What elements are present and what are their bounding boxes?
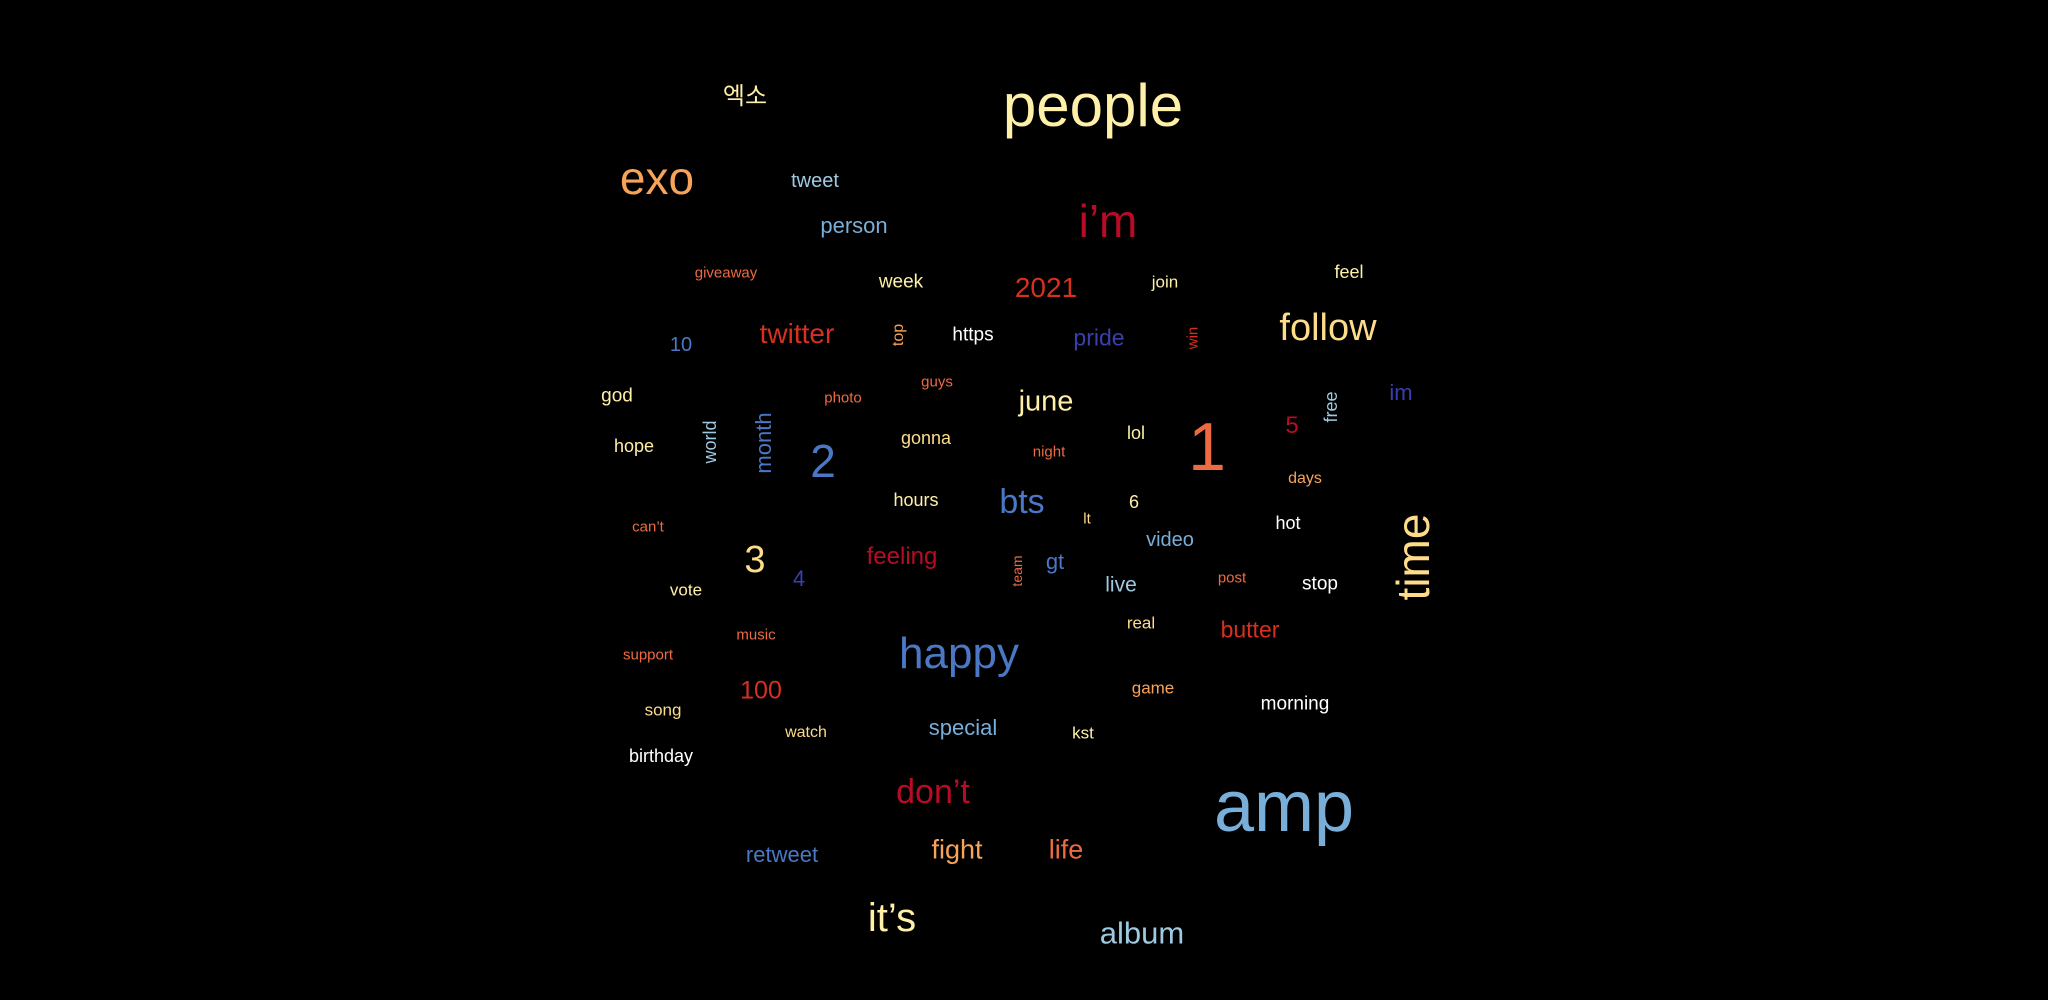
word-cloud-word: album (1099, 915, 1185, 951)
word-cloud-word: join (1151, 272, 1179, 292)
word-cloud-word: guys (921, 373, 953, 391)
word-cloud-word: top (890, 323, 907, 347)
word-cloud-word: it’s (867, 896, 917, 940)
word-cloud-word: video (1146, 529, 1194, 551)
word-cloud-word: exo (619, 152, 695, 204)
word-cloud-word: watch (785, 724, 827, 741)
word-cloud-word: real (1126, 613, 1156, 633)
word-cloud-word: feeling (866, 543, 938, 570)
word-cloud-word: giveaway (694, 264, 758, 282)
word-cloud-word: gonna (900, 428, 952, 448)
word-cloud-word: 2 (810, 435, 836, 487)
word-cloud-word: 3 (744, 539, 766, 581)
word-cloud-word: happy (899, 629, 1019, 678)
word-cloud-word: morning (1260, 693, 1330, 715)
word-cloud-word: 5 (1285, 412, 1299, 439)
word-cloud-word: 100 (740, 676, 782, 705)
word-cloud-word: time (1387, 513, 1439, 601)
word-cloud-word: 2021 (1014, 272, 1078, 303)
word-cloud-word: 6 (1128, 492, 1140, 512)
word-cloud-word: song (644, 700, 682, 720)
word-cloud-word: i’m (1078, 195, 1138, 247)
word-cloud-word: music (736, 626, 776, 644)
word-cloud-word: life (1048, 834, 1084, 865)
word-cloud-word: god (601, 385, 633, 407)
word-cloud-word: hours (893, 490, 939, 510)
word-cloud-word: photo (824, 389, 862, 407)
word-cloud-word: hope (613, 436, 655, 456)
word-cloud-word: can’t (632, 518, 664, 536)
word-cloud-word: vote (669, 580, 703, 600)
word-cloud-word: live (1105, 573, 1137, 597)
word-cloud-word: im (1389, 380, 1413, 405)
word-cloud-word: 엑소 (722, 83, 768, 110)
word-cloud-word: night (1032, 443, 1066, 461)
word-cloud-word: bts (999, 483, 1045, 521)
word-cloud-word: people (1002, 72, 1184, 139)
word-cloud-word: retweet (745, 842, 819, 867)
word-cloud-word: birthday (628, 746, 694, 766)
word-cloud-word: twitter (759, 318, 835, 349)
word-cloud-word: stop (1302, 573, 1338, 595)
word-cloud-word: tweet (791, 170, 839, 192)
word-cloud-word: special (928, 715, 998, 740)
word-cloud-word: https (952, 324, 994, 346)
word-cloud-word: days (1288, 470, 1322, 487)
word-cloud-word: win (1184, 326, 1202, 350)
word-cloud-word: game (1131, 678, 1175, 698)
word-cloud-word: june (1018, 385, 1074, 418)
word-cloud-word: kst (1072, 723, 1094, 743)
word-cloud-word: 1 (1188, 409, 1226, 485)
word-cloud-word: month (751, 412, 776, 474)
word-cloud-word: follow (1279, 307, 1377, 349)
word-cloud-word: 10 (669, 334, 693, 356)
word-cloud-word: feel (1334, 262, 1364, 282)
word-cloud-word: butter (1220, 616, 1280, 643)
word-cloud-word: hot (1275, 513, 1301, 533)
word-cloud-word: support (622, 646, 674, 664)
word-cloud-word: don’t (896, 773, 970, 811)
word-cloud-word: fight (931, 834, 983, 865)
word-cloud-word: team (1009, 555, 1025, 587)
word-cloud-word: person (820, 213, 888, 238)
word-cloud-word: free (1321, 391, 1341, 423)
word-cloud-word: gt (1045, 549, 1065, 574)
word-cloud-word: amp (1213, 767, 1355, 847)
word-cloud-word: lol (1126, 423, 1146, 443)
word-cloud-word: world (700, 420, 720, 464)
word-cloud-word: post (1217, 569, 1247, 587)
word-cloud-word: pride (1073, 324, 1125, 351)
word-cloud-word: week (878, 271, 924, 293)
word-cloud-word: lt (1083, 510, 1091, 528)
word-cloud-word: 4 (792, 566, 806, 591)
